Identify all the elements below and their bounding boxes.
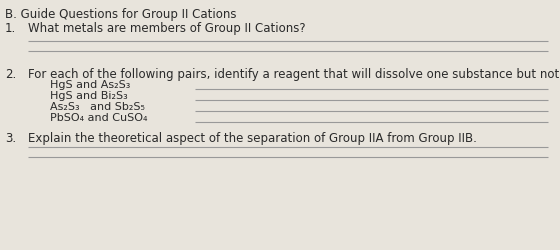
Text: 1.: 1. [5, 22, 16, 35]
Text: Explain the theoretical aspect of the separation of Group IIA from Group IIB.: Explain the theoretical aspect of the se… [28, 132, 477, 144]
Text: HgS and As₂S₃: HgS and As₂S₃ [50, 80, 130, 90]
Text: As₂S₃   and Sb₂S₅: As₂S₃ and Sb₂S₅ [50, 102, 145, 112]
Text: PbSO₄ and CuSO₄: PbSO₄ and CuSO₄ [50, 112, 147, 122]
Text: 2.: 2. [5, 68, 16, 81]
Text: What metals are members of Group II Cations?: What metals are members of Group II Cati… [28, 22, 306, 35]
Text: B. Guide Questions for Group II Cations: B. Guide Questions for Group II Cations [5, 8, 236, 21]
Text: HgS and Bi₂S₃: HgS and Bi₂S₃ [50, 91, 128, 101]
Text: For each of the following pairs, identify a reagent that will dissolve one subst: For each of the following pairs, identif… [28, 68, 560, 81]
Text: 3.: 3. [5, 132, 16, 144]
